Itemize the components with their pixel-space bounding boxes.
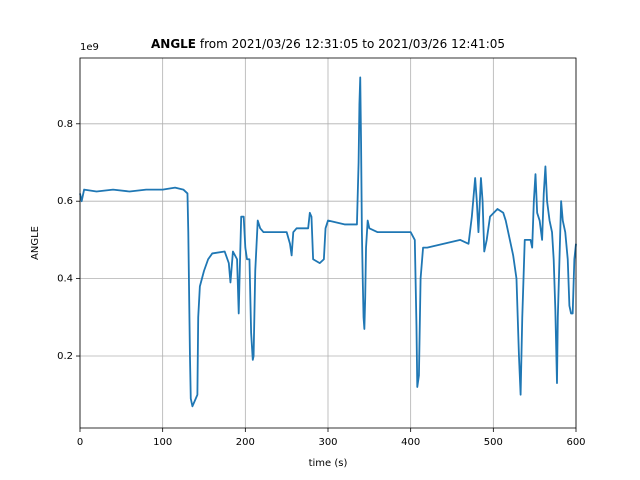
y-tick-label: 0.8 — [57, 119, 73, 130]
line-series — [79, 76, 577, 408]
title-rest: from 2021/03/26 12:31:05 to 2021/03/26 1… — [200, 37, 505, 51]
x-tick-label: 400 — [401, 437, 420, 448]
chart-title: ANGLE from 2021/03/26 12:31:05 to 2021/0… — [151, 37, 505, 51]
x-tick-label: 300 — [318, 437, 337, 448]
title-bold: ANGLE — [151, 37, 196, 51]
x-tick-label: 200 — [236, 437, 255, 448]
y-tick-label: 0.4 — [57, 274, 73, 285]
y-axis-label: ANGLE — [30, 226, 41, 260]
x-tick-label: 100 — [153, 437, 172, 448]
offset-label: 1e9 — [80, 42, 99, 53]
x-tick-label: 500 — [484, 437, 503, 448]
plot-frame — [79, 57, 577, 429]
x-tick-label: 0 — [77, 437, 83, 448]
y-tick-label: 0.2 — [57, 351, 73, 362]
x-tick-label: 600 — [566, 437, 585, 448]
x-axis-label: time (s) — [309, 458, 348, 469]
y-tick-label: 0.6 — [57, 196, 73, 207]
